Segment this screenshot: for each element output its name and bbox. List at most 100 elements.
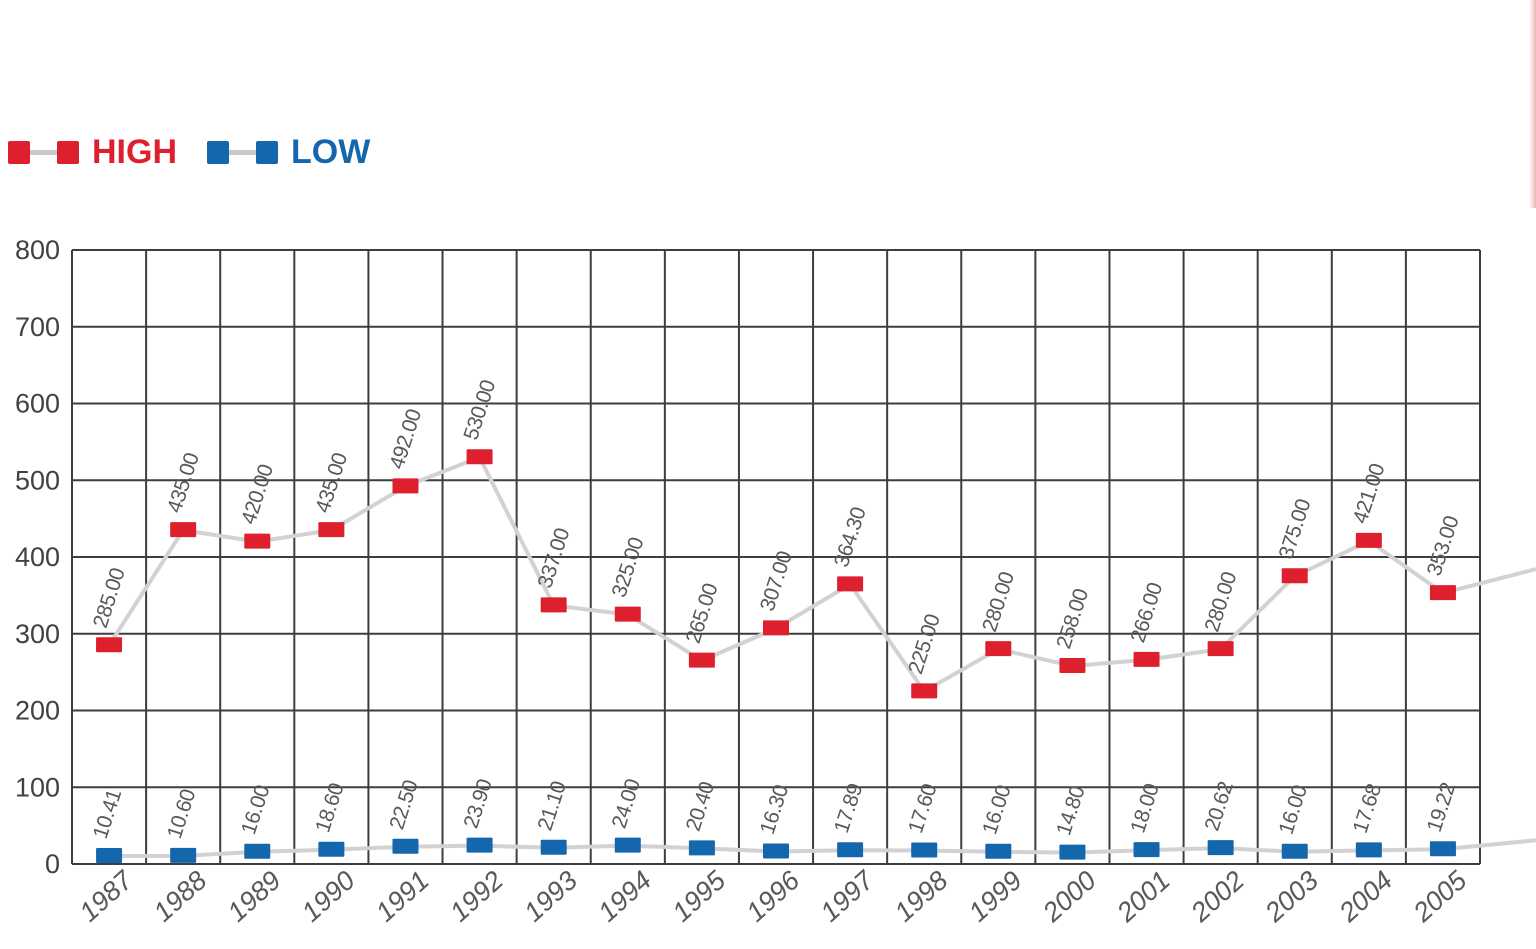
high-value-label: 280.00 (1201, 569, 1242, 634)
high-marker-1997 (837, 576, 864, 592)
x-axis-year-label: 2003 (1259, 865, 1324, 928)
x-axis-year-label: 1997 (815, 864, 880, 927)
x-axis-year-label: 1990 (296, 865, 361, 927)
high-value-label: 435.00 (163, 450, 204, 515)
x-axis-year-label: 1992 (444, 865, 509, 927)
y-axis-tick-label: 800 (15, 235, 60, 265)
high-marker-2004 (1355, 532, 1382, 548)
high-marker-1991 (392, 478, 419, 494)
low-value-label: 23.90 (459, 776, 496, 831)
low-marker-2005 (1429, 841, 1456, 857)
low-marker-1991 (392, 838, 419, 854)
high-value-label: 435.00 (311, 450, 352, 515)
y-axis-tick-label: 100 (15, 772, 60, 802)
high-marker-1989 (244, 533, 271, 549)
legend: HIGH LOW (8, 135, 370, 169)
low-value-label: 16.30 (756, 782, 793, 837)
low-value-label: 17.68 (1349, 781, 1386, 836)
high-value-label: 353.00 (1423, 513, 1464, 578)
low-marker-2003 (1281, 843, 1308, 859)
high-value-label: 258.00 (1052, 586, 1093, 651)
legend-item-low: LOW (207, 135, 370, 169)
low-marker-1990 (318, 841, 345, 857)
x-axis-year-label: 2005 (1407, 864, 1473, 928)
x-axis-year-label: 1994 (592, 865, 657, 927)
high-value-label: 225.00 (904, 612, 945, 677)
low-value-label: 22.50 (385, 778, 422, 833)
high-marker-1993 (540, 597, 567, 613)
y-axis-tick-label: 200 (15, 696, 60, 726)
low-marker-1988 (170, 847, 197, 863)
x-axis-year-label: 1993 (518, 865, 583, 927)
y-axis-tick-label: 500 (15, 465, 60, 495)
high-marker-1995 (688, 652, 715, 668)
high-series-swatch-icon (57, 140, 79, 164)
cropped-page-edge-artifact (1529, 0, 1536, 208)
low-value-label: 19.22 (1423, 780, 1460, 835)
high-value-label: 421.00 (1349, 461, 1390, 526)
y-axis-tick-label: 0 (45, 849, 60, 879)
x-axis-year-label: 2004 (1333, 865, 1398, 928)
low-marker-2002 (1207, 840, 1234, 856)
y-axis-tick-label: 400 (15, 542, 60, 572)
y-axis-tick-label: 700 (15, 312, 60, 342)
low-series-connector-icon (229, 149, 256, 155)
low-marker-1987 (96, 848, 123, 864)
y-axis-tick-label: 600 (15, 389, 60, 419)
x-axis-year-label: 1988 (148, 865, 213, 927)
low-series-swatch-icon (256, 140, 278, 164)
high-value-label: 337.00 (534, 526, 575, 591)
low-marker-1989 (244, 843, 271, 859)
low-marker-2000 (1059, 844, 1086, 860)
low-marker-1996 (763, 843, 789, 859)
x-axis-year-label: 2001 (1110, 865, 1175, 928)
low-value-label: 10.60 (163, 787, 200, 842)
high-value-label: 364.30 (830, 505, 871, 570)
low-value-label: 10.41 (89, 787, 126, 842)
low-marker-1995 (688, 840, 715, 856)
high-value-label: 492.00 (385, 407, 426, 472)
high-value-label: 530.00 (459, 377, 500, 442)
high-marker-2005 (1429, 585, 1456, 601)
high-value-label: 375.00 (1275, 496, 1316, 561)
high-marker-1990 (318, 522, 345, 538)
low-value-label: 17.60 (904, 781, 941, 836)
x-axis-year-label: 1987 (74, 864, 139, 927)
high-marker-1987 (96, 637, 123, 653)
low-value-label: 18.60 (311, 781, 348, 836)
high-value-label: 307.00 (756, 549, 797, 614)
low-marker-1998 (911, 842, 938, 858)
high-marker-2000 (1059, 657, 1086, 673)
low-marker-2004 (1355, 842, 1382, 858)
x-axis-year-label: 1996 (741, 864, 806, 927)
legend-item-high: HIGH (8, 135, 177, 169)
legend-label-low: LOW (291, 133, 371, 171)
high-marker-1999 (985, 641, 1012, 657)
high-series-connector-icon (30, 149, 57, 155)
low-value-label: 18.00 (1126, 781, 1163, 836)
x-axis-year-label: 1991 (370, 865, 435, 927)
high-value-label: 280.00 (978, 569, 1019, 634)
high-value-label: 266.00 (1126, 580, 1167, 645)
low-marker-1993 (540, 839, 567, 855)
high-value-label: 325.00 (608, 535, 649, 600)
high-marker-2003 (1281, 568, 1308, 584)
x-axis-year-label: 1995 (667, 864, 732, 927)
x-axis-year-label: 1998 (889, 865, 954, 927)
high-marker-2002 (1207, 641, 1234, 657)
low-marker-1997 (837, 842, 864, 858)
low-value-label: 24.00 (608, 776, 645, 831)
high-series-swatch-icon (8, 140, 30, 164)
low-value-label: 16.00 (237, 783, 274, 838)
x-axis-year-label: 2000 (1036, 865, 1101, 928)
low-series-swatch-icon (207, 140, 229, 164)
high-marker-1996 (763, 620, 789, 636)
y-axis-tick-label: 300 (15, 619, 60, 649)
low-marker-1994 (614, 837, 641, 853)
high-marker-1992 (466, 449, 493, 465)
high-value-label: 265.00 (682, 581, 723, 646)
legend-label-high: HIGH (92, 133, 177, 171)
high-marker-1988 (170, 522, 197, 538)
low-value-label: 16.00 (1275, 783, 1312, 838)
